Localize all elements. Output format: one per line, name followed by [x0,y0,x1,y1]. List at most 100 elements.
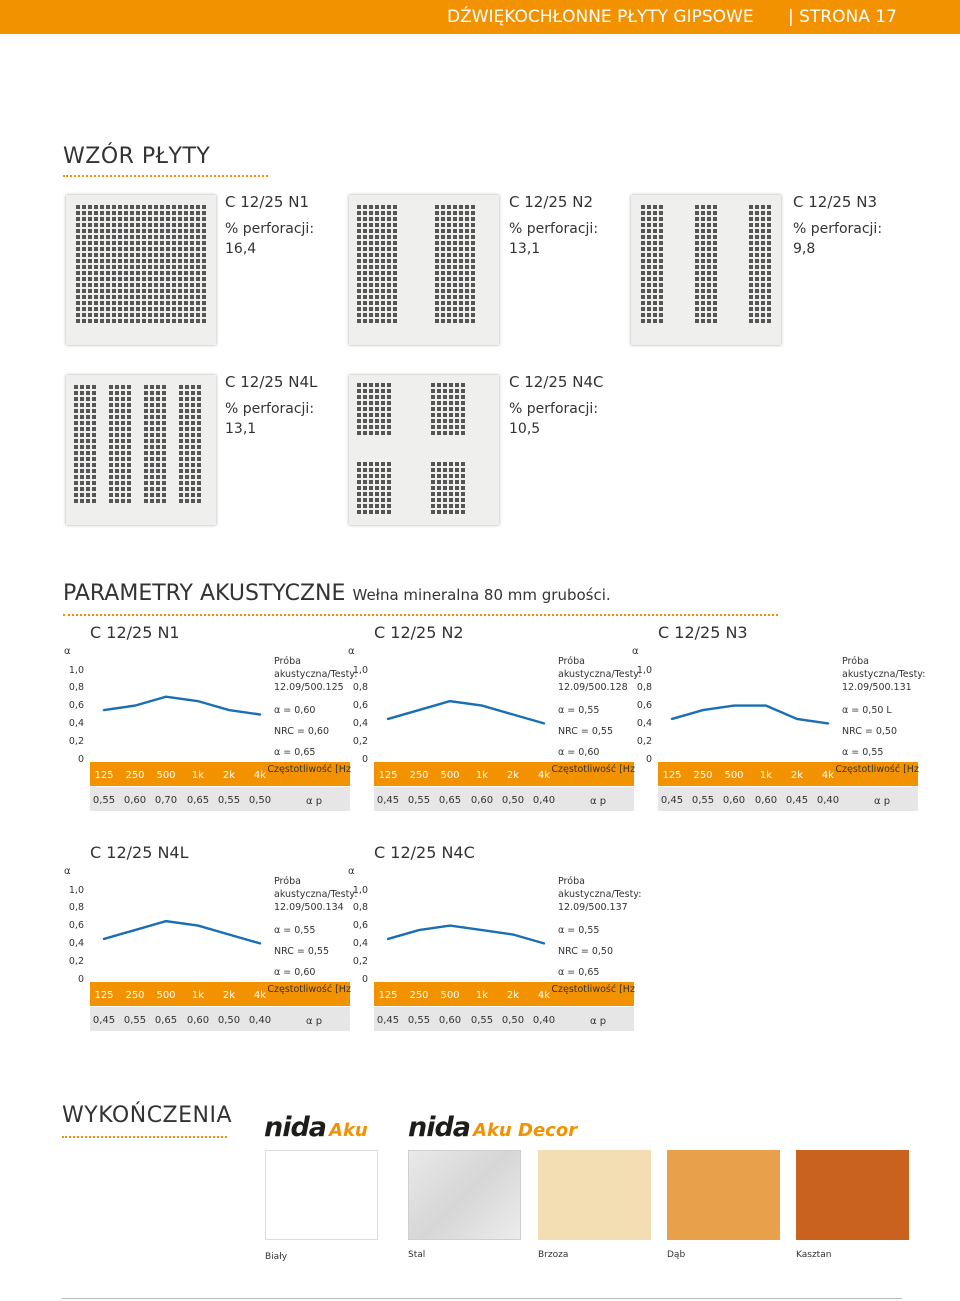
perforation-dot [196,217,200,221]
perforation-dot [369,389,373,393]
perforation-dot [387,319,391,323]
perforation-dot [647,241,651,245]
perforation-dot [749,223,753,227]
perforation-dot [80,493,84,497]
perforation-dot [369,211,373,215]
perforation-dot [357,498,361,502]
perforation-dot [441,253,445,257]
perforation-dot [92,457,96,461]
perforation-dot [461,480,465,484]
perforation-dot [179,445,183,449]
perforation-dot [136,271,140,275]
perforation-dot [653,235,657,239]
perforation-dot [100,289,104,293]
perforation-dot [375,468,379,472]
perforation-dot [357,229,361,233]
perforation-dot [154,259,158,263]
perforation-dot [121,487,125,491]
y-tick-label: 1,0 [69,665,84,676]
perforation-dot [369,419,373,423]
perforation-dot [112,229,116,233]
perforation-dot [641,259,645,263]
perforation-dot [124,277,128,281]
perforation-dot [82,241,86,245]
perforation-dot [92,427,96,431]
perforation-dot [112,205,116,209]
perforation-dot [190,259,194,263]
perforation-dot [357,301,361,305]
perforation-dot [196,259,200,263]
perforation-dot [659,271,663,275]
perforation-dot [381,307,385,311]
perforation-dot [453,205,457,209]
perforation-dot [154,283,158,287]
perforation-dot [449,462,453,466]
perforation-dot [375,504,379,508]
perforation-dot [707,301,711,305]
perforation-dot [363,407,367,411]
perforation-dot [115,451,119,455]
perforation-dot [453,247,457,251]
perforation-dot [185,451,189,455]
perforation-dot [118,235,122,239]
perforation-dot [755,235,759,239]
perforation-dot [465,223,469,227]
perforation-dot [88,301,92,305]
perforation-dot [647,313,651,317]
acoustic-subtitle: Wełna mineralna 80 mm grubości. [352,586,611,604]
perforation-dot [94,223,98,227]
perforation-dot [156,463,160,467]
y-tick-label: 0,8 [69,902,84,913]
perforation-dot [185,427,189,431]
perforation-dot [197,475,201,479]
section-title-acoustic: PARAMETRY AKUSTYCZNE [63,581,346,606]
perforation-dot [761,223,765,227]
perforation-dot [357,313,361,317]
perforation-dot [106,235,110,239]
perforation-dot [381,205,385,209]
perforation-dot [363,283,367,287]
series-line [102,695,262,716]
perforation-dot [106,313,110,317]
perforation-dot [80,397,84,401]
perforation-dot [154,307,158,311]
perforation-dot [767,295,771,299]
perforation-dot [162,487,166,491]
perforation-dot [156,433,160,437]
perforation-dot [653,241,657,245]
perforation-dot [761,271,765,275]
perforation-dot [197,469,201,473]
perforation-dot [160,235,164,239]
perforation-dot [144,457,148,461]
perforation-dot [387,504,391,508]
perforation-dot [154,235,158,239]
perforation-dot [127,493,131,497]
perforation-dot [375,425,379,429]
perforation-dot [150,475,154,479]
perforation-dot [449,504,453,508]
perforation-dot [166,223,170,227]
perforation-dot [369,229,373,233]
perforation-dot [160,313,164,317]
perforation-dot [74,469,78,473]
perforation-dot [124,313,128,317]
perforation-dot [375,223,379,227]
perforation-dot [124,265,128,269]
perforation-dot [653,247,657,251]
perforation-dot [375,389,379,393]
perforation-dot [435,313,439,317]
perforation-dot [127,439,131,443]
perforation-dot [166,289,170,293]
perforation-dot [449,383,453,387]
perforation-dot [142,247,146,251]
perforation-dot [461,419,465,423]
perforation-dot [121,493,125,497]
perforation-dot [76,235,80,239]
perforation-dot [197,481,201,485]
perforation-dot [202,295,206,299]
perforation-dot [357,271,361,275]
perforation-dot [447,211,451,215]
perforation-dot [121,499,125,503]
perforation-dot [701,283,705,287]
perforation-dot [100,217,104,221]
